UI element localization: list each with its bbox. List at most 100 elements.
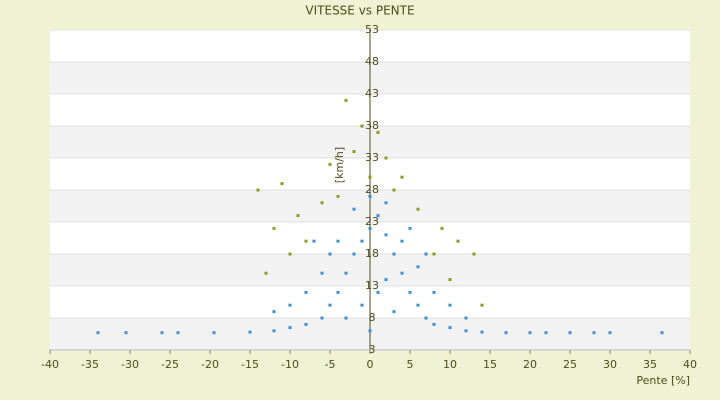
x-tick-label: 10 xyxy=(443,358,457,371)
x-tick-label: 5 xyxy=(407,358,414,371)
y-axis-label: [km/h] xyxy=(333,147,346,183)
y-tick-label: 18 xyxy=(365,247,379,260)
y-tick-label: 43 xyxy=(365,87,379,100)
y-tick-label: 13 xyxy=(365,279,379,292)
point xyxy=(336,290,340,294)
point xyxy=(608,331,612,335)
x-tick-label: 40 xyxy=(683,358,697,371)
point xyxy=(416,207,420,211)
point xyxy=(456,239,460,243)
point xyxy=(376,214,380,218)
point xyxy=(368,226,372,230)
point xyxy=(352,207,356,211)
point xyxy=(448,303,452,307)
point xyxy=(504,331,508,335)
y-tick-label: 28 xyxy=(365,183,379,196)
point xyxy=(336,239,340,243)
point xyxy=(272,329,276,333)
point xyxy=(272,310,276,314)
point xyxy=(376,290,380,294)
y-tick-label: 33 xyxy=(365,151,379,164)
point xyxy=(320,316,324,320)
x-tick-label: 25 xyxy=(563,358,577,371)
chart-title: VITESSE vs PENTE xyxy=(305,4,414,18)
point xyxy=(360,303,364,307)
point xyxy=(160,331,164,335)
x-tick-label: 20 xyxy=(523,358,537,371)
point xyxy=(480,330,484,334)
point xyxy=(432,290,436,294)
point xyxy=(288,303,292,307)
point xyxy=(272,226,276,230)
point xyxy=(464,316,468,320)
y-tick-label: 3 xyxy=(369,343,376,356)
x-tick-label: 35 xyxy=(643,358,657,371)
point xyxy=(480,303,484,307)
point xyxy=(312,239,316,243)
y-tick-label: 23 xyxy=(365,215,379,228)
point xyxy=(376,130,380,134)
x-tick-label: -5 xyxy=(325,358,336,371)
point xyxy=(472,252,476,256)
point xyxy=(176,331,180,335)
point xyxy=(368,194,372,198)
point xyxy=(424,252,428,256)
point xyxy=(264,271,268,275)
point xyxy=(360,124,364,128)
x-tick-label: -10 xyxy=(281,358,299,371)
point xyxy=(304,239,308,243)
point xyxy=(448,326,452,330)
x-tick-label: 0 xyxy=(367,358,374,371)
point xyxy=(328,162,332,166)
y-tick-label: 38 xyxy=(365,119,379,132)
point xyxy=(568,331,572,335)
point xyxy=(344,98,348,102)
point xyxy=(288,252,292,256)
x-tick-label: -40 xyxy=(41,358,59,371)
x-tick-label: -20 xyxy=(201,358,219,371)
y-tick-label: 53 xyxy=(365,23,379,36)
x-tick-label: -35 xyxy=(81,358,99,371)
point xyxy=(384,233,388,237)
point xyxy=(400,239,404,243)
point xyxy=(248,330,252,334)
point xyxy=(304,322,308,326)
point xyxy=(320,201,324,205)
point xyxy=(336,194,340,198)
point xyxy=(368,329,372,333)
point xyxy=(360,239,364,243)
y-tick-label: 8 xyxy=(369,311,376,324)
x-tick-label: -30 xyxy=(121,358,139,371)
point xyxy=(124,331,128,335)
point xyxy=(304,290,308,294)
point xyxy=(392,188,396,192)
point xyxy=(416,265,420,269)
point xyxy=(344,316,348,320)
point xyxy=(280,182,284,186)
point xyxy=(392,252,396,256)
point xyxy=(328,303,332,307)
point xyxy=(660,331,664,335)
point xyxy=(352,150,356,154)
point xyxy=(212,331,216,335)
point xyxy=(384,156,388,160)
point xyxy=(440,226,444,230)
point xyxy=(416,303,420,307)
point xyxy=(408,226,412,230)
point xyxy=(432,322,436,326)
point xyxy=(408,290,412,294)
point xyxy=(400,175,404,179)
x-tick-label: 30 xyxy=(603,358,617,371)
point xyxy=(344,271,348,275)
point xyxy=(392,310,396,314)
point xyxy=(424,316,428,320)
point xyxy=(320,271,324,275)
point xyxy=(448,278,452,282)
point xyxy=(544,331,548,335)
point xyxy=(592,331,596,335)
point xyxy=(288,326,292,330)
x-tick-label: -25 xyxy=(161,358,179,371)
point xyxy=(400,271,404,275)
point xyxy=(296,214,300,218)
